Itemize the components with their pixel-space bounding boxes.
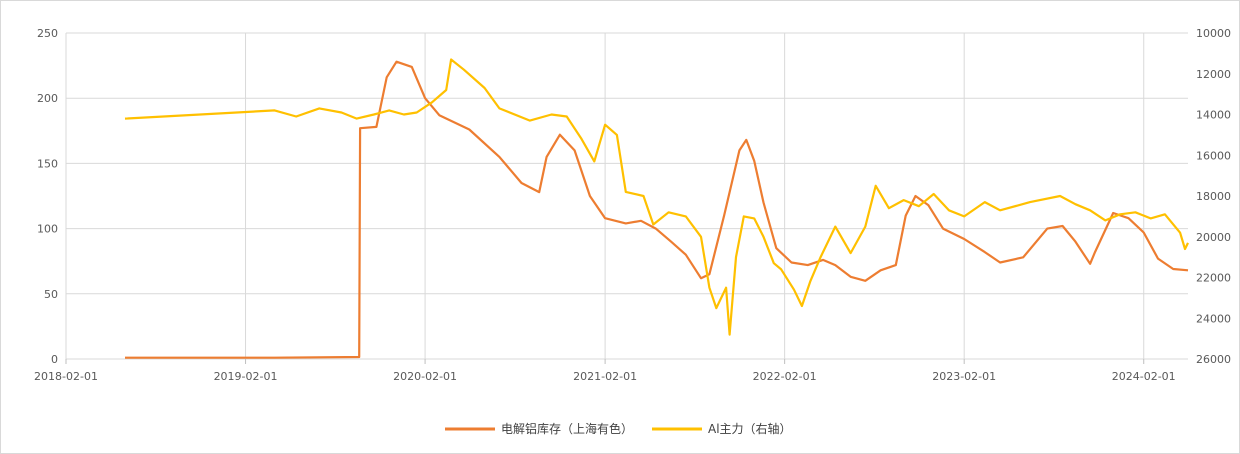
y-left-tick-label: 150 xyxy=(37,157,58,170)
right-axis-labels: 10000 12000 14000 16000 18000 20000 22000 24000… xyxy=(1196,27,1231,366)
y-left-tick-label: 250 xyxy=(37,27,58,40)
y-left-tick-label: 200 xyxy=(37,92,58,105)
y-left-tick-label: 100 xyxy=(37,223,58,236)
legend-label-inventory: 电解铝库存（上海有色） xyxy=(501,421,633,436)
legend-label-al-futures: Al主力（右轴） xyxy=(708,421,792,436)
x-tick-label: 2023-02-01 xyxy=(932,370,996,383)
left-axis-labels: 250 200 150 100 50 0 xyxy=(37,27,58,366)
series-line-al-futures xyxy=(124,58,1189,336)
x-tick-label: 2020-02-01 xyxy=(393,370,457,383)
x-tick-label: 2022-02-01 xyxy=(753,370,817,383)
legend: 电解铝库存（上海有色） Al主力（右轴） xyxy=(445,421,792,436)
y-right-tick-label: 16000 xyxy=(1196,149,1231,162)
y-right-tick-label: 20000 xyxy=(1196,231,1231,244)
grid-lines xyxy=(65,32,1188,364)
y-right-tick-label: 24000 xyxy=(1196,312,1231,325)
x-tick-label: 2018-02-01 xyxy=(34,370,98,383)
x-tick-label: 2024-02-01 xyxy=(1112,370,1176,383)
y-left-tick-label: 0 xyxy=(51,353,58,366)
x-axis-labels: 2018-02-01 2019-02-01 2020-02-01 2021-02-01… xyxy=(34,370,1176,383)
y-right-tick-label: 22000 xyxy=(1196,272,1231,285)
y-right-tick-label: 12000 xyxy=(1196,68,1231,81)
y-right-tick-label: 10000 xyxy=(1196,27,1231,40)
x-tick-label: 2021-02-01 xyxy=(573,370,637,383)
series-lines xyxy=(124,58,1189,359)
y-right-tick-label: 18000 xyxy=(1196,190,1231,203)
x-tick-label: 2019-02-01 xyxy=(214,370,278,383)
y-left-tick-label: 50 xyxy=(44,288,58,301)
y-right-tick-label: 14000 xyxy=(1196,109,1231,122)
series-line-inventory xyxy=(125,60,1189,359)
y-right-tick-label: 26000 xyxy=(1196,353,1231,366)
